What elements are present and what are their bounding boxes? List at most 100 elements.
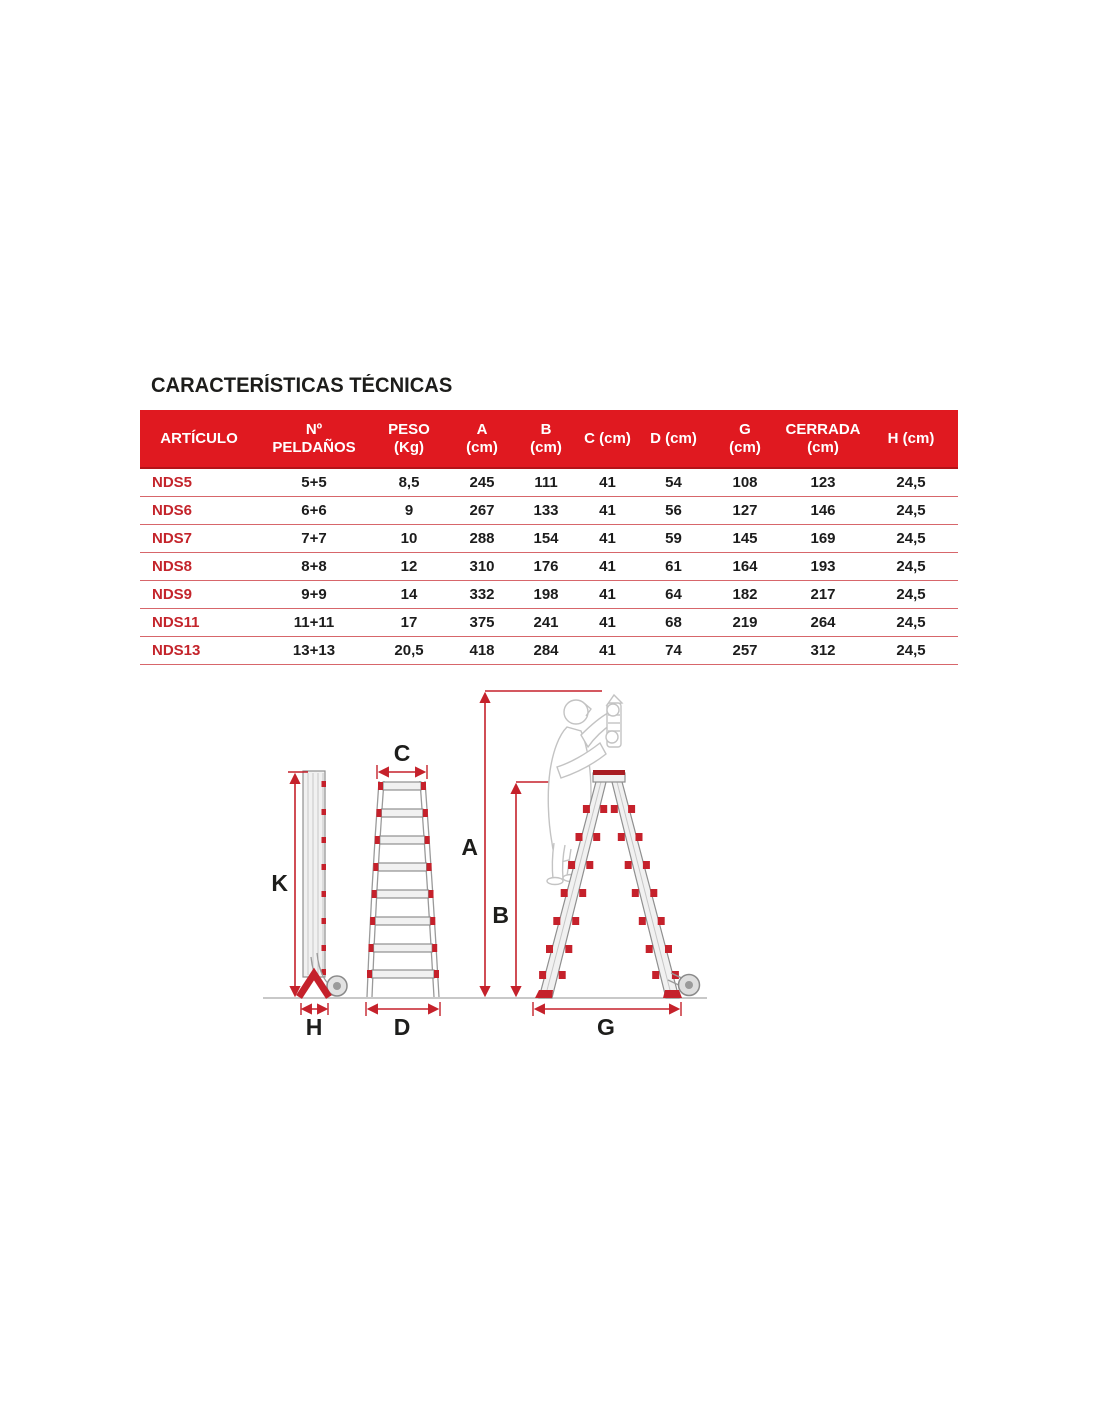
table-cell: 267 (448, 496, 516, 525)
table-cell: 111 (516, 468, 576, 497)
table-cell: 11+11 (258, 608, 370, 637)
table-row: NDS5 5+5 8,5 245 111 41 54 108 123 24,5 (140, 468, 958, 497)
table-cell: 41 (576, 524, 639, 553)
table-cell: 5+5 (258, 468, 370, 497)
table-cell: 41 (576, 496, 639, 525)
header-a: A (cm) (448, 410, 516, 469)
table-cell: 264 (782, 608, 864, 637)
table-row: NDS6 6+6 9 267 133 41 56 127 146 24,5 (140, 496, 958, 525)
article-cell: NDS9 (140, 580, 258, 609)
table-cell: 332 (448, 580, 516, 609)
table-cell: 68 (639, 608, 708, 637)
table-cell: 9 (370, 496, 448, 525)
table-cell: 24,5 (864, 552, 958, 581)
table-cell: 127 (708, 496, 782, 525)
table-row: NDS13 13+13 20,5 418 284 41 74 257 312 2… (140, 636, 958, 665)
article-cell: NDS11 (140, 608, 258, 637)
table-cell: 8+8 (258, 552, 370, 581)
table-cell: 24,5 (864, 580, 958, 609)
table-cell: 312 (782, 636, 864, 665)
table-cell: 245 (448, 468, 516, 497)
table-cell: 288 (448, 524, 516, 553)
person-figure (546, 693, 624, 886)
dimension-label-C: C (394, 740, 411, 766)
table-row: NDS11 11+11 17 375 241 41 68 219 264 24,… (140, 608, 958, 637)
table-cell: 10 (370, 524, 448, 553)
table-cell: 7+7 (258, 524, 370, 553)
article-cell: NDS7 (140, 524, 258, 553)
table-cell: 24,5 (864, 496, 958, 525)
table-row: NDS8 8+8 12 310 176 41 61 164 193 24,5 (140, 552, 958, 581)
technical-characteristics-table: ARTÍCULO Nº PELDAÑOS PESO (Kg) A (cm) B … (140, 410, 958, 665)
stepladder-diagram: A B (461, 690, 701, 1040)
table-cell: 14 (370, 580, 448, 609)
table-cell: 9+9 (258, 580, 370, 609)
header-peso: PESO (Kg) (370, 410, 448, 469)
table-cell: 41 (576, 608, 639, 637)
header-h: H (cm) (864, 410, 958, 469)
table-cell: 241 (516, 608, 576, 637)
table-cell: 24,5 (864, 636, 958, 665)
table-cell: 24,5 (864, 468, 958, 497)
table-cell: 41 (576, 468, 639, 497)
dimension-label-A: A (461, 834, 478, 860)
table-cell: 198 (516, 580, 576, 609)
header-articulo: ARTÍCULO (140, 410, 258, 469)
table-cell: 145 (708, 524, 782, 553)
stepladder-right-leg (610, 777, 680, 999)
table-cell: 59 (639, 524, 708, 553)
dimension-label-G: G (597, 1014, 615, 1040)
table-cell: 64 (639, 580, 708, 609)
table-cell: 41 (576, 580, 639, 609)
header-c: C (cm) (576, 410, 639, 469)
table-header: ARTÍCULO Nº PELDAÑOS PESO (Kg) A (cm) B … (140, 410, 958, 469)
caster-wheel-hub (333, 982, 341, 990)
foot-chevron (296, 967, 332, 999)
table-cell: 193 (782, 552, 864, 581)
table-row: NDS7 7+7 10 288 154 41 59 145 169 24,5 (140, 524, 958, 553)
front-ladder-diagram: C (365, 740, 441, 1040)
table-cell: 169 (782, 524, 864, 553)
table-cell: 24,5 (864, 524, 958, 553)
article-cell: NDS6 (140, 496, 258, 525)
top-platform-cap (593, 770, 625, 775)
table-cell: 418 (448, 636, 516, 665)
article-cell: NDS8 (140, 552, 258, 581)
table-cell: 24,5 (864, 608, 958, 637)
header-b: B (cm) (516, 410, 576, 469)
table-cell: 284 (516, 636, 576, 665)
table-cell: 17 (370, 608, 448, 637)
header-peldanos: Nº PELDAÑOS (258, 410, 370, 469)
table-cell: 133 (516, 496, 576, 525)
table-cell: 375 (448, 608, 516, 637)
header-d: D (cm) (639, 410, 708, 469)
table-cell: 176 (516, 552, 576, 581)
table-cell: 41 (576, 636, 639, 665)
header-g: G (cm) (708, 410, 782, 469)
article-cell: NDS13 (140, 636, 258, 665)
table-cell: 6+6 (258, 496, 370, 525)
table-cell: 164 (708, 552, 782, 581)
table-cell: 123 (782, 468, 864, 497)
table-cell: 41 (576, 552, 639, 581)
header-row: ARTÍCULO Nº PELDAÑOS PESO (Kg) A (cm) B … (140, 410, 958, 469)
table-cell: 56 (639, 496, 708, 525)
dimension-label-H: H (306, 1014, 323, 1040)
table-body: NDS5 5+5 8,5 245 111 41 54 108 123 24,5 … (140, 468, 958, 665)
table-cell: 20,5 (370, 636, 448, 665)
left-foot-cap (535, 990, 553, 998)
article-cell: NDS5 (140, 468, 258, 497)
table-cell: 217 (782, 580, 864, 609)
table-cell: 257 (708, 636, 782, 665)
ladder-dimensions-diagram: K H C (263, 690, 707, 1040)
dimension-label-K: K (271, 870, 288, 896)
table-cell: 8,5 (370, 468, 448, 497)
folded-ladder-diagram: K H (271, 770, 348, 1040)
table-cell: 310 (448, 552, 516, 581)
header-cerrada: CERRADA (cm) (782, 410, 864, 469)
table-cell: 74 (639, 636, 708, 665)
table-cell: 154 (516, 524, 576, 553)
table-row: NDS9 9+9 14 332 198 41 64 182 217 24,5 (140, 580, 958, 609)
page-title: CARACTERÍSTICAS TÉCNICAS (151, 374, 453, 397)
